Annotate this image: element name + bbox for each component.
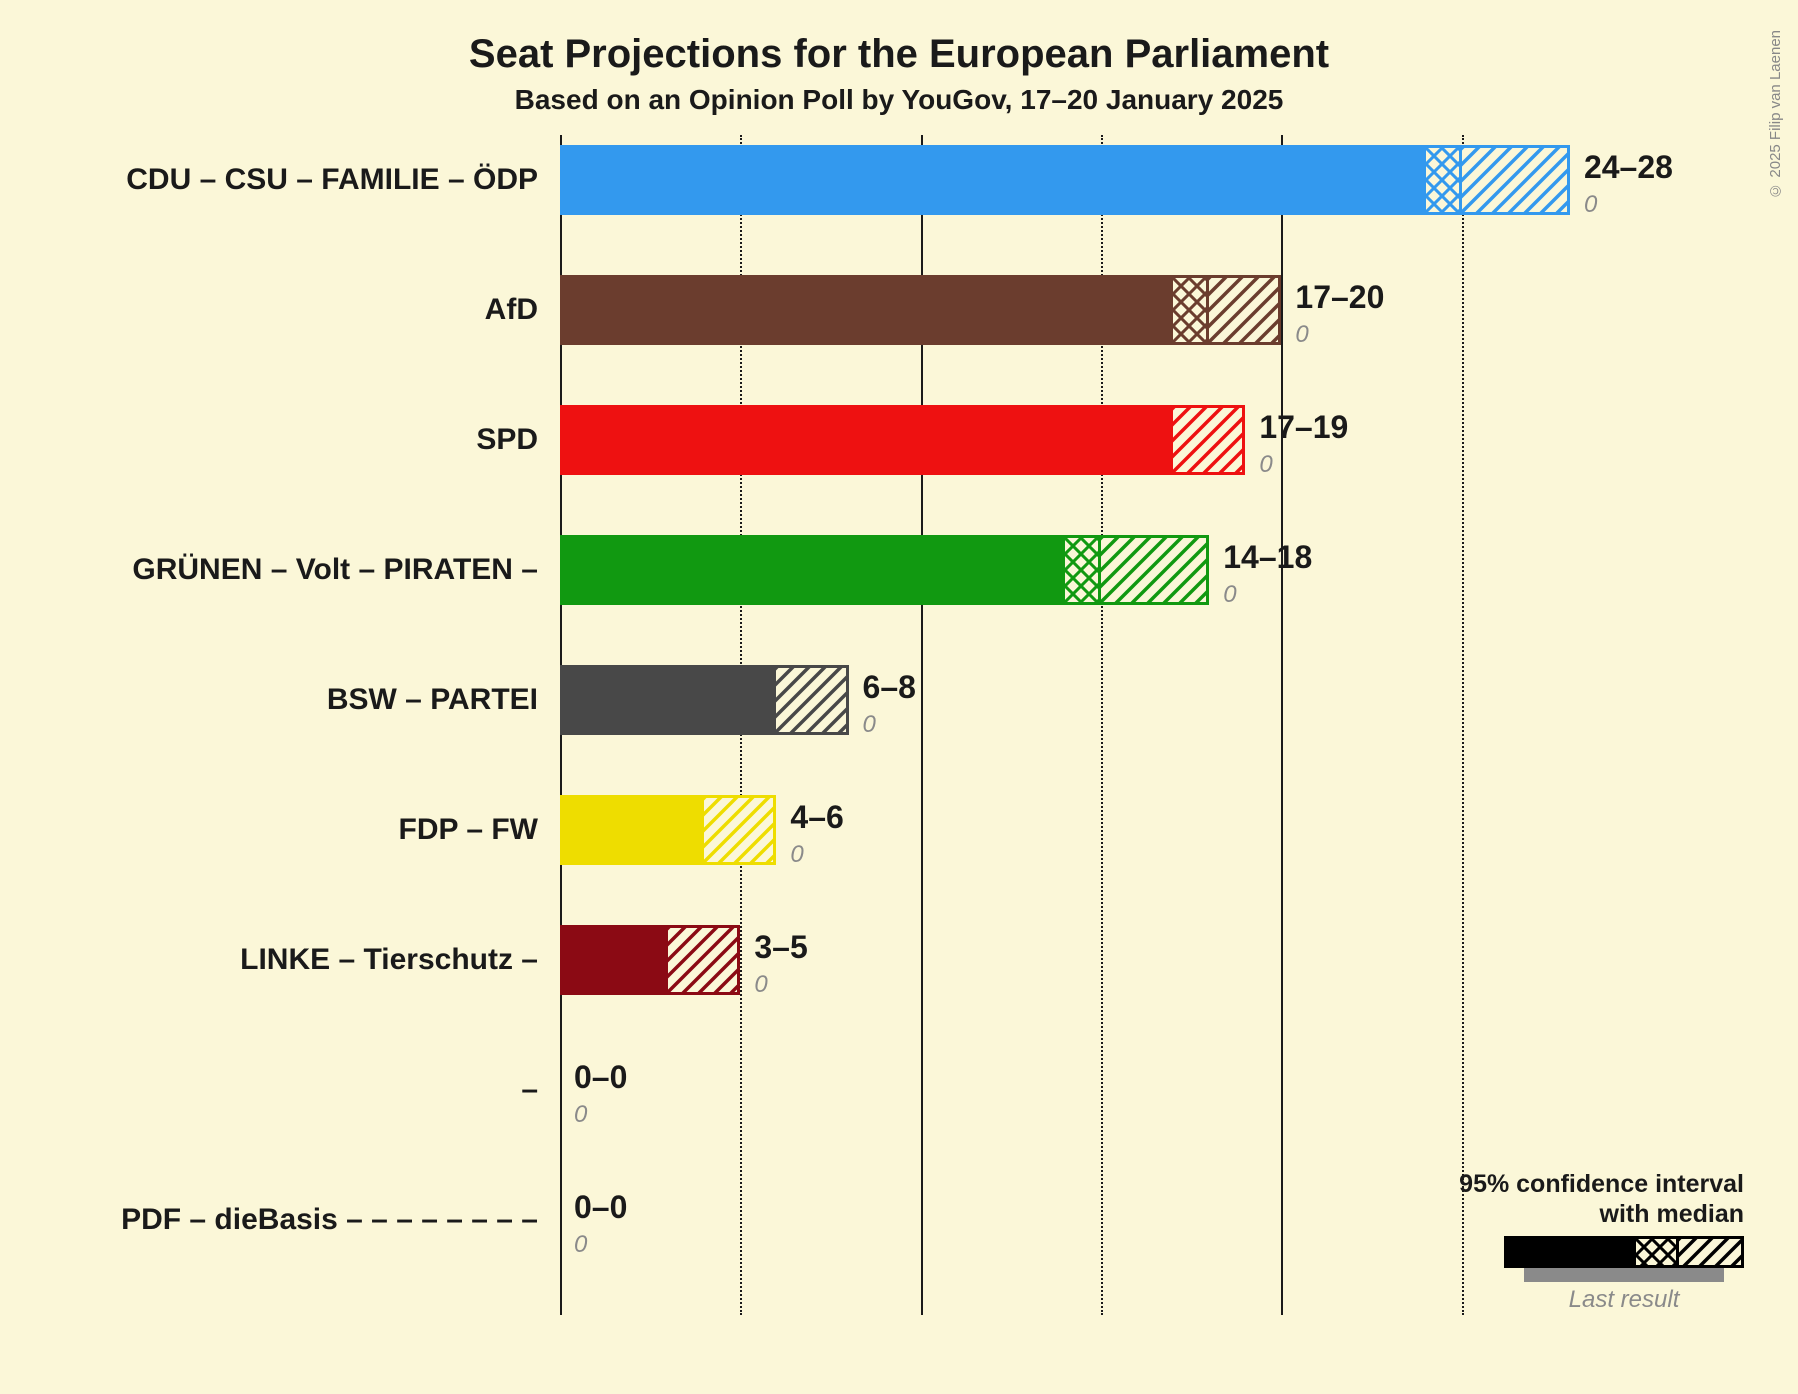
party-label: – <box>521 1073 560 1107</box>
previous-seats: 0 <box>1570 191 1597 219</box>
chart-title: Seat Projections for the European Parlia… <box>0 32 1798 77</box>
bar-solid <box>560 795 704 865</box>
bar-solid <box>560 145 1426 215</box>
seat-range: 0–0 <box>560 1059 627 1096</box>
party-label: LINKE – Tierschutz – <box>240 943 560 977</box>
bar-crosshatch <box>1173 275 1209 345</box>
previous-seats: 0 <box>1281 321 1308 349</box>
seat-range: 17–19 <box>1245 409 1348 446</box>
bar-diagonal <box>704 795 776 865</box>
chart-subtitle: Based on an Opinion Poll by YouGov, 17–2… <box>0 84 1798 116</box>
bar-diagonal <box>1462 145 1570 215</box>
party-label: CDU – CSU – FAMILIE – ÖDP <box>126 163 560 197</box>
bar-row: GRÜNEN – Volt – PIRATEN –14–180 <box>560 535 1209 605</box>
bar-row: CDU – CSU – FAMILIE – ÖDP24–280 <box>560 145 1570 215</box>
bar-row: LINKE – Tierschutz –3–50 <box>560 925 740 995</box>
bar-solid <box>560 925 668 995</box>
seat-range: 17–20 <box>1281 279 1384 316</box>
party-label: FDP – FW <box>399 813 560 847</box>
seat-range: 4–6 <box>776 799 843 836</box>
previous-seats: 0 <box>560 1231 587 1259</box>
bar-diagonal <box>1173 405 1245 475</box>
bar-row: BSW – PARTEI6–80 <box>560 665 849 735</box>
bar-crosshatch <box>1065 535 1101 605</box>
seat-range: 3–5 <box>740 929 807 966</box>
gridline-minor <box>1462 135 1464 1315</box>
party-label: AfD <box>485 293 560 327</box>
chart-container: Seat Projections for the European Parlia… <box>0 0 1798 1394</box>
legend: 95% confidence intervalwith median Last r… <box>1444 1170 1744 1340</box>
party-label: PDF – dieBasis – – – – – – – – <box>121 1203 560 1237</box>
previous-seats: 0 <box>776 841 803 869</box>
legend-last-result-bar <box>1524 1268 1724 1282</box>
previous-seats: 0 <box>849 711 876 739</box>
seat-range: 24–28 <box>1570 149 1673 186</box>
previous-seats: 0 <box>740 971 767 999</box>
legend-confidence-bar <box>1504 1236 1744 1268</box>
bar-solid <box>560 405 1173 475</box>
bar-crosshatch <box>1426 145 1462 215</box>
copyright-text: © 2025 Filip van Laenen <box>1767 30 1784 199</box>
bar-row: SPD17–190 <box>560 405 1245 475</box>
legend-text-ci: 95% confidence interval <box>1459 1170 1744 1199</box>
party-label: SPD <box>476 423 560 457</box>
seat-range: 0–0 <box>560 1189 627 1226</box>
bar-solid <box>560 535 1065 605</box>
bar-diagonal <box>1209 275 1281 345</box>
seat-range: 6–8 <box>849 669 916 706</box>
seat-range: 14–18 <box>1209 539 1312 576</box>
previous-seats: 0 <box>1245 451 1272 479</box>
party-label: BSW – PARTEI <box>327 683 560 717</box>
bar-diagonal <box>668 925 740 995</box>
legend-last-result-text: Last result <box>1524 1286 1724 1314</box>
bar-diagonal <box>776 665 848 735</box>
previous-seats: 0 <box>560 1101 587 1129</box>
bar-solid <box>560 275 1173 345</box>
party-label: GRÜNEN – Volt – PIRATEN – <box>132 553 560 587</box>
bar-row: AfD17–200 <box>560 275 1281 345</box>
bar-row: FDP – FW4–60 <box>560 795 776 865</box>
plot-area: CDU – CSU – FAMILIE – ÖDP24–280 AfD17–200… <box>560 135 1570 1365</box>
previous-seats: 0 <box>1209 581 1236 609</box>
legend-text-median: with median <box>1600 1200 1744 1229</box>
bar-diagonal <box>1101 535 1209 605</box>
bar-solid <box>560 665 776 735</box>
